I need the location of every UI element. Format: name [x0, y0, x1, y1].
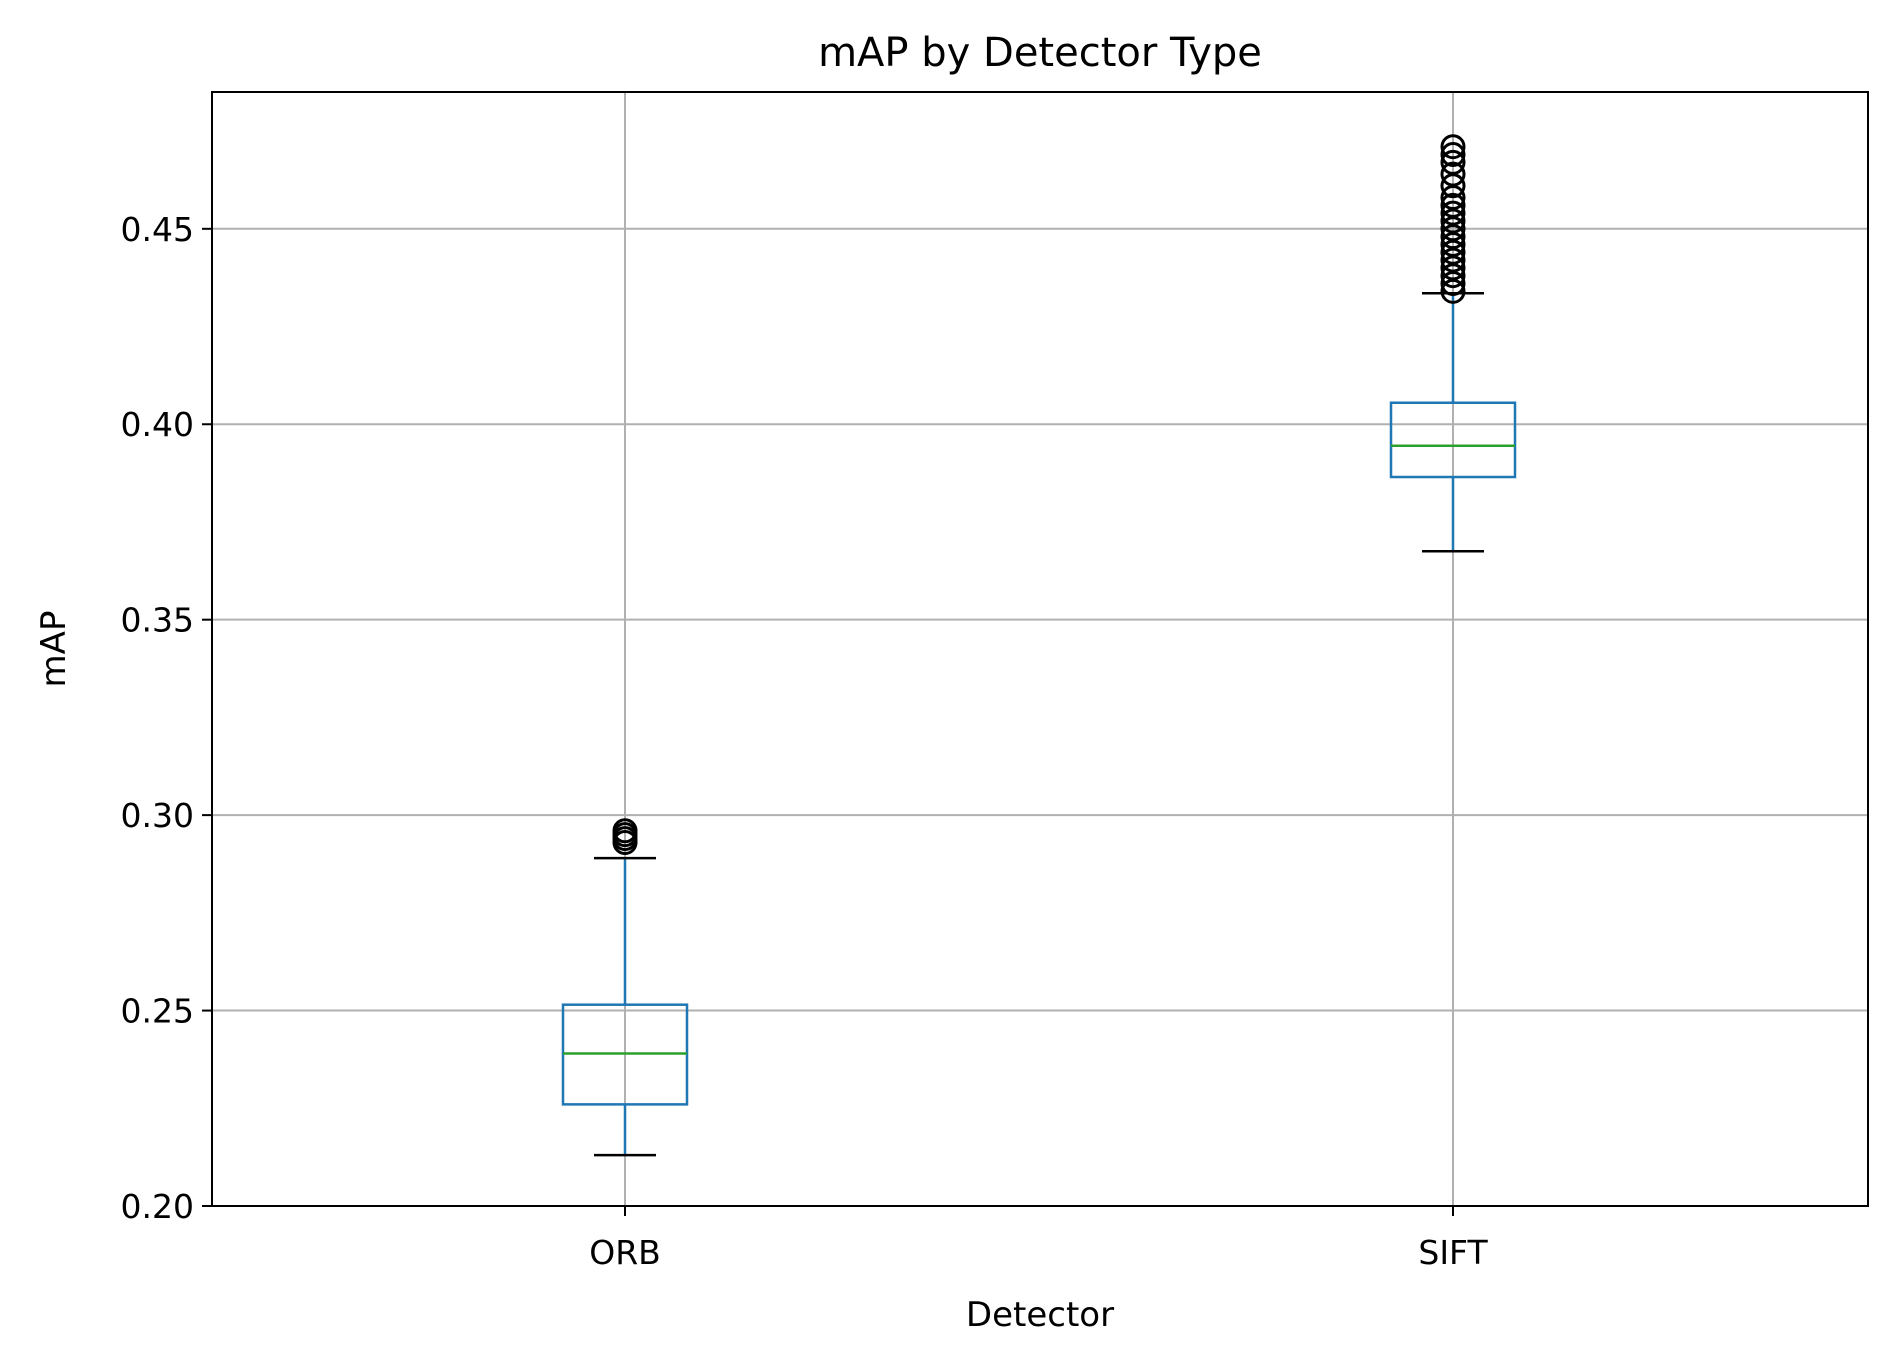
outlier-point [1440, 161, 1466, 187]
y-tick-label: 0.40 [121, 405, 194, 444]
outlier-point [1440, 134, 1466, 160]
x-tick-label: ORB [589, 1233, 661, 1272]
y-tick-label: 0.30 [121, 796, 194, 835]
x-tick-label: SIFT [1418, 1233, 1488, 1272]
y-axis-label: mAP [34, 611, 74, 688]
iqr-box [1389, 401, 1517, 479]
x-axis-label: Detector [966, 1295, 1114, 1335]
y-tick-label: 0.35 [121, 601, 194, 640]
y-tick-label: 0.20 [121, 1187, 194, 1226]
y-axis: 0.20 0.25 0.30 0.35 0.40 0.45 [121, 210, 212, 1226]
x-axis: ORB SIFT [589, 1206, 1488, 1272]
outlier-point [1440, 149, 1466, 175]
y-tick-label: 0.45 [121, 210, 194, 249]
outlier-point [1440, 192, 1466, 218]
outlier-point [1440, 142, 1466, 168]
chart-title: mAP by Detector Type [818, 30, 1262, 76]
outlier-point [612, 818, 638, 844]
plot-frame [211, 91, 1869, 1207]
grid [212, 92, 1868, 1207]
y-tick-label: 0.25 [121, 992, 194, 1031]
boxes [561, 134, 1517, 1157]
box-orb [561, 818, 689, 1157]
outlier-point [1440, 200, 1466, 226]
box-sift [1389, 134, 1517, 553]
